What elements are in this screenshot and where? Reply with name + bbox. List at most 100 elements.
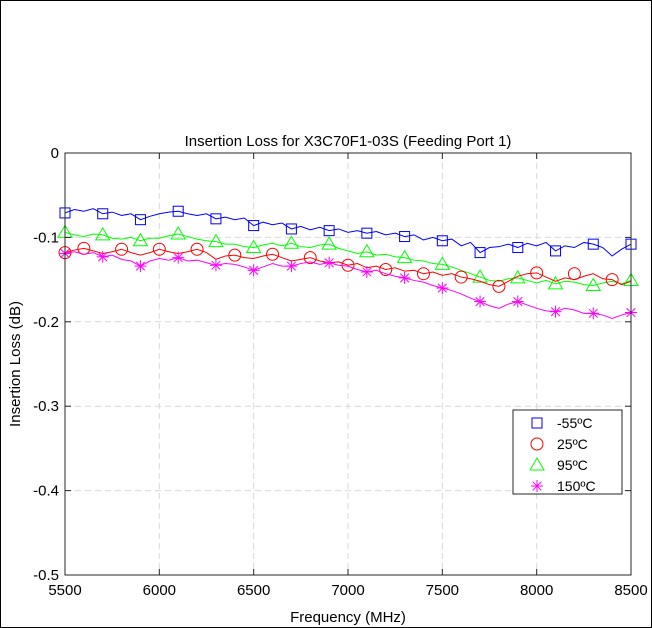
series-3 xyxy=(59,247,637,320)
marker-stroke xyxy=(399,273,410,283)
series-marker xyxy=(134,214,146,226)
x-tick-label: 7500 xyxy=(426,582,459,599)
series-marker xyxy=(152,242,166,256)
series-line xyxy=(64,247,632,287)
series-marker xyxy=(323,225,335,237)
series-marker xyxy=(323,256,336,269)
series-marker xyxy=(358,243,375,258)
series-marker xyxy=(474,295,487,308)
marker-stroke xyxy=(249,265,259,275)
marker-stroke xyxy=(588,308,598,319)
marker-stroke xyxy=(475,296,485,307)
marker-stroke xyxy=(550,307,561,317)
series-marker xyxy=(97,208,109,220)
series-marker xyxy=(248,220,260,232)
marker-shape xyxy=(512,242,524,254)
legend-box xyxy=(512,409,623,495)
chart-title: Insertion Loss for X3C70F1-03S (Feeding … xyxy=(185,133,512,150)
legend-item: 150ºC xyxy=(531,478,596,494)
series-marker xyxy=(454,270,468,284)
marker-shape xyxy=(550,245,562,257)
marker-shape xyxy=(97,208,109,220)
marker-shape xyxy=(115,242,129,256)
marker-stroke xyxy=(135,261,146,271)
x-axis-label: Frequency (MHz) xyxy=(290,609,406,626)
marker-shape xyxy=(210,213,222,225)
series-marker xyxy=(190,242,204,256)
series-marker xyxy=(170,226,187,240)
marker-stroke xyxy=(98,252,108,262)
legend-marker xyxy=(530,437,544,451)
series-marker xyxy=(434,256,451,270)
series-marker xyxy=(285,260,298,273)
marker-stroke xyxy=(532,481,542,491)
marker-shape xyxy=(509,269,526,284)
marker-shape xyxy=(529,457,545,471)
series-marker xyxy=(396,249,413,264)
marker-shape xyxy=(436,235,448,247)
marker-stroke xyxy=(513,296,523,307)
marker-shape xyxy=(472,269,488,283)
series-line xyxy=(64,208,632,257)
series-marker xyxy=(549,305,562,318)
y-tick-label: -0.4 xyxy=(33,483,59,500)
marker-shape xyxy=(132,232,149,247)
marker-shape xyxy=(547,275,564,290)
marker-shape xyxy=(474,247,486,259)
series-marker xyxy=(115,242,129,256)
series-marker xyxy=(361,227,373,239)
series-marker xyxy=(474,247,486,259)
y-tick-label: -0.2 xyxy=(33,314,59,331)
marker-shape xyxy=(530,437,544,451)
legend-item: 95ºC xyxy=(529,457,588,473)
x-tick-label: 5500 xyxy=(48,582,81,599)
series-marker xyxy=(509,269,526,284)
series-marker xyxy=(399,231,411,243)
x-tick-label: 8500 xyxy=(614,582,647,599)
series-marker xyxy=(266,247,280,261)
legend: -55ºC 25ºC 95ºC 150ºC xyxy=(512,409,623,495)
x-tick-label: 8000 xyxy=(520,582,553,599)
series-marker xyxy=(587,238,599,250)
y-axis-label: Insertion Loss (dB) xyxy=(7,301,24,427)
marker-shape xyxy=(208,233,224,248)
legend-marker xyxy=(531,480,543,492)
series-marker xyxy=(550,245,562,257)
marker-shape xyxy=(170,226,187,240)
marker-shape xyxy=(134,214,146,226)
series-marker xyxy=(283,235,300,249)
marker-stroke xyxy=(324,258,334,268)
marker-shape xyxy=(454,270,468,284)
series-marker xyxy=(285,223,297,235)
series-marker xyxy=(492,279,506,293)
series-marker xyxy=(134,260,147,273)
y-tick-label: -0.1 xyxy=(33,229,59,246)
marker-stroke xyxy=(437,283,447,293)
series-marker xyxy=(436,235,448,247)
series-marker xyxy=(245,239,262,254)
legend-marker xyxy=(529,457,545,471)
marker-shape xyxy=(531,417,543,429)
series-marker xyxy=(321,236,338,250)
marker-shape xyxy=(492,279,506,293)
legend-marker xyxy=(531,417,543,429)
series-marker xyxy=(172,251,185,264)
series-marker xyxy=(587,307,600,320)
series-marker xyxy=(416,267,430,281)
marker-shape xyxy=(434,256,451,270)
marker-stroke xyxy=(286,261,297,271)
marker-shape xyxy=(416,267,430,281)
marker-shape xyxy=(379,262,393,276)
marker-shape xyxy=(321,236,338,250)
legend-label: -55ºC xyxy=(557,415,592,431)
marker-shape xyxy=(283,235,300,249)
series-marker xyxy=(472,269,488,283)
series-marker xyxy=(303,251,317,265)
series-marker xyxy=(512,242,524,254)
series-marker xyxy=(208,233,224,248)
y-tick-label: 0 xyxy=(51,145,59,162)
series-marker xyxy=(172,205,184,217)
series-marker xyxy=(360,266,373,279)
x-tick-label: 6000 xyxy=(143,582,176,599)
